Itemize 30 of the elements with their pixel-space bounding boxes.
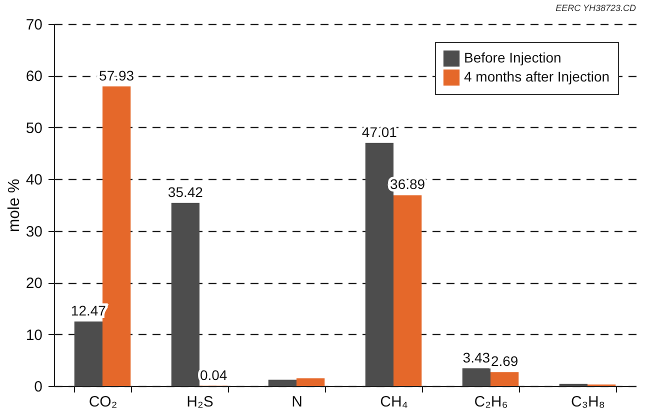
x-tick-label: CH₄ [380,394,408,410]
y-tick-label: 0 [34,378,42,396]
bar [296,378,325,386]
x-tick-label: C₂H₆ [474,394,508,410]
data-label: 2.69 [490,353,518,370]
bar [394,195,422,386]
x-tick-label: C₃H₈ [571,394,605,410]
y-tick-label: 60 [26,68,42,86]
legend-label: Before Injection [464,50,562,66]
y-tick-label: 10 [26,326,42,344]
bar [462,368,490,386]
data-label: 0.04 [200,366,228,383]
bar [171,202,200,386]
y-tick-label: 50 [26,120,42,137]
data-label: 3.43 [462,349,490,366]
y-tick-label: 70 [26,16,42,34]
legend-label: 4 months after Injection [464,68,610,84]
y-tick-label: 40 [26,172,42,189]
y-tick-label: 20 [26,275,42,292]
bar [74,322,102,386]
y-axis-title: mole % [6,178,23,232]
x-tick-label: CO₂ [88,394,118,410]
bar [490,372,519,386]
text: EERC YH38723.CD [556,3,636,13]
y-tick-label: 30 [26,223,42,240]
x-tick-label: H₂S [186,394,214,410]
x-tick-label: N [292,394,302,410]
bar [268,380,296,386]
data-label: 47.01 [362,124,398,140]
data-label: 35.42 [168,184,204,200]
